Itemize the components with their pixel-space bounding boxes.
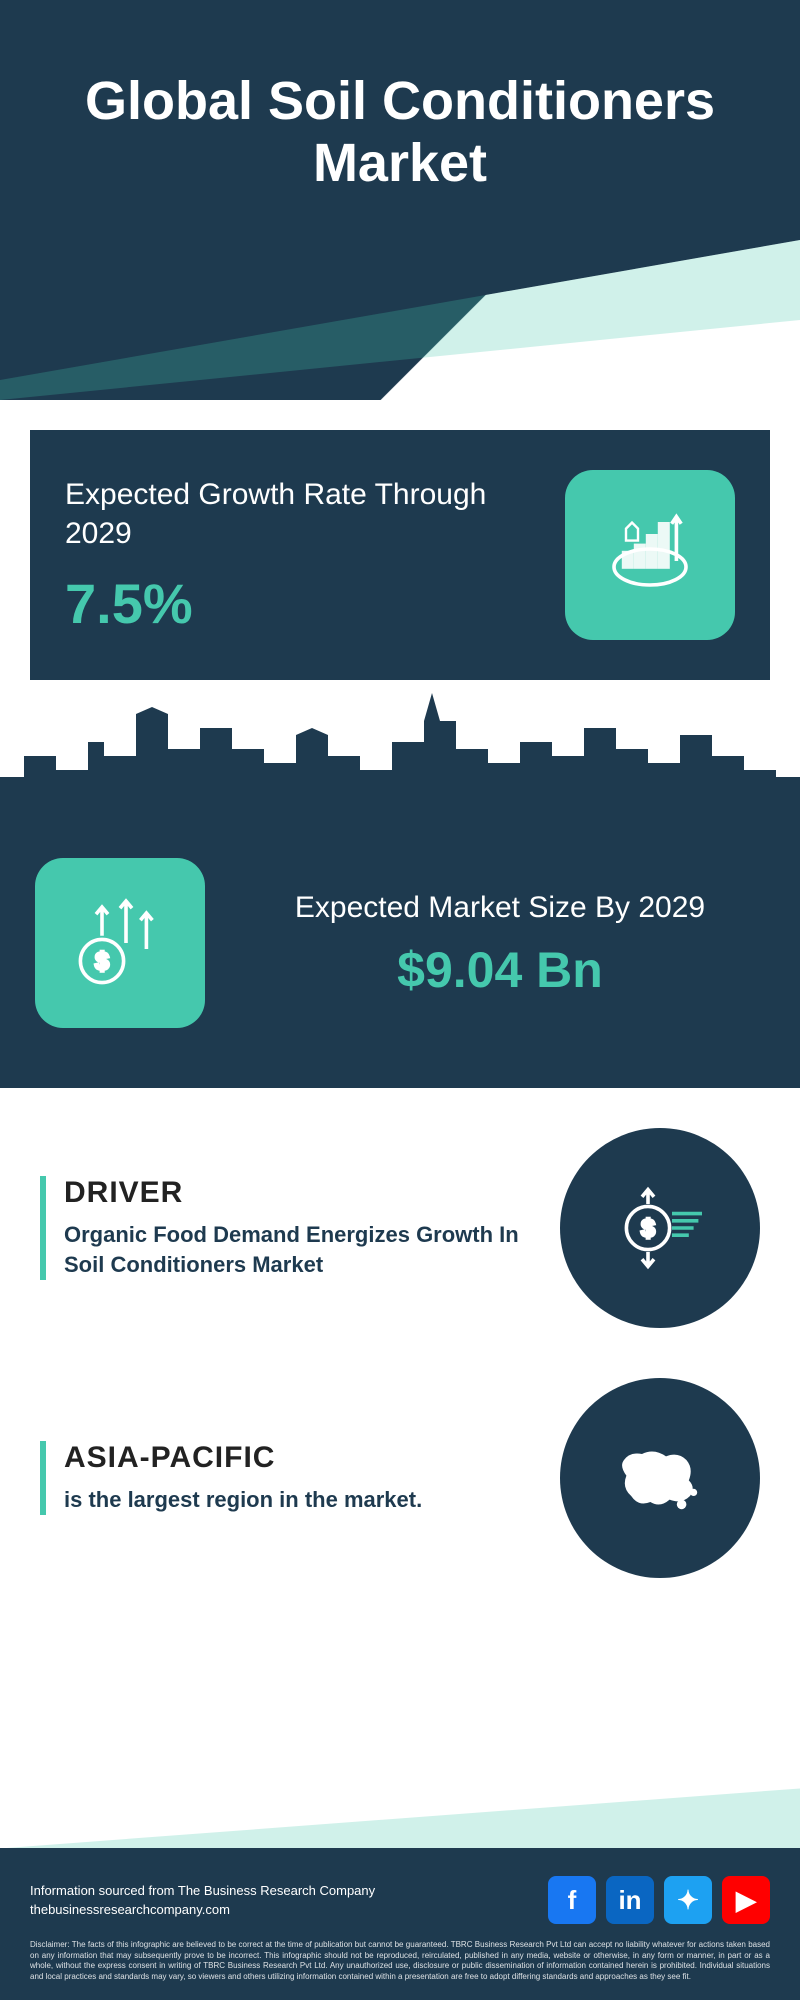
driver-icon: $ xyxy=(560,1128,760,1328)
disclaimer-text: Disclaimer: The facts of this infographi… xyxy=(30,1940,770,1982)
source-line2: thebusinessresearchcompany.com xyxy=(30,1900,375,1920)
page-title: Global Soil Conditioners Market xyxy=(0,0,800,194)
growth-chart-icon xyxy=(565,470,735,640)
twitter-icon[interactable]: ✦ xyxy=(664,1876,712,1924)
social-icons: f in ✦ ▶ xyxy=(548,1876,770,1924)
growth-rate-value: 7.5% xyxy=(65,571,545,636)
region-section: ASIA-PACIFIC is the largest region in th… xyxy=(40,1378,760,1578)
info-sections: DRIVER Organic Food Demand Energizes Gro… xyxy=(0,1088,800,1648)
linkedin-icon[interactable]: in xyxy=(606,1876,654,1924)
growth-rate-band: Expected Growth Rate Through 2029 7.5% xyxy=(30,430,770,680)
market-size-text: Expected Market Size By 2029 $9.04 Bn xyxy=(235,888,765,999)
svg-text:$: $ xyxy=(641,1215,654,1242)
driver-text-block: DRIVER Organic Food Demand Energizes Gro… xyxy=(40,1176,530,1279)
growth-rate-text: Expected Growth Rate Through 2029 7.5% xyxy=(65,475,545,636)
market-size-icon: $ xyxy=(35,858,205,1028)
region-text-block: ASIA-PACIFIC is the largest region in th… xyxy=(40,1441,530,1515)
driver-heading: DRIVER xyxy=(64,1176,530,1210)
youtube-icon[interactable]: ▶ xyxy=(722,1876,770,1924)
market-size-value: $9.04 Bn xyxy=(235,941,765,999)
footer: Information sourced from The Business Re… xyxy=(0,1848,800,2000)
market-size-label: Expected Market Size By 2029 xyxy=(235,888,765,927)
source-text: Information sourced from The Business Re… xyxy=(30,1881,375,1920)
region-map-icon xyxy=(560,1378,760,1578)
market-size-band: $ Expected Market Size By 2029 $9.04 Bn xyxy=(0,818,800,1088)
region-body: is the largest region in the market. xyxy=(64,1485,530,1515)
driver-body: Organic Food Demand Energizes Growth In … xyxy=(64,1220,530,1279)
infographic-root: Global Soil Conditioners Market Expected… xyxy=(0,0,800,2000)
source-line1: Information sourced from The Business Re… xyxy=(30,1881,375,1901)
driver-section: DRIVER Organic Food Demand Energizes Gro… xyxy=(40,1128,760,1328)
growth-rate-label: Expected Growth Rate Through 2029 xyxy=(65,475,545,553)
region-heading: ASIA-PACIFIC xyxy=(64,1441,530,1475)
skyline-divider xyxy=(0,679,800,819)
footer-row: Information sourced from The Business Re… xyxy=(30,1876,770,1924)
facebook-icon[interactable]: f xyxy=(548,1876,596,1924)
svg-text:$: $ xyxy=(95,948,108,975)
header-banner: Global Soil Conditioners Market xyxy=(0,0,800,400)
